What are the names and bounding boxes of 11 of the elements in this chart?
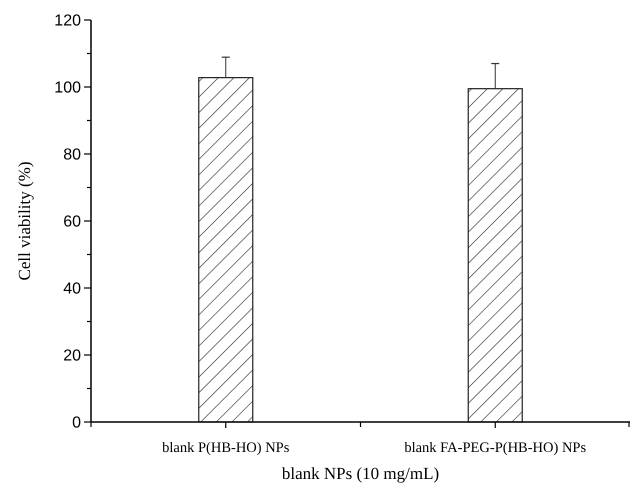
y-tick-label: 20: [63, 348, 82, 365]
y-tick-label: 100: [54, 80, 82, 97]
y-tick-label: 120: [54, 12, 82, 30]
x-tick-label: blank FA-PEG-P(HB-HO) NPs: [404, 440, 586, 456]
y-axis-title: Cell viability (%): [15, 162, 34, 280]
y-tick-label: 40: [63, 280, 82, 298]
y-tick-label: 0: [72, 414, 82, 432]
y-tick-label: 60: [63, 214, 82, 231]
x-axis-title: blank NPs (10 mg/mL): [282, 464, 440, 483]
y-tick-label: 80: [63, 146, 82, 164]
x-tick-label: blank P(HB-HO) NPs: [162, 440, 290, 456]
